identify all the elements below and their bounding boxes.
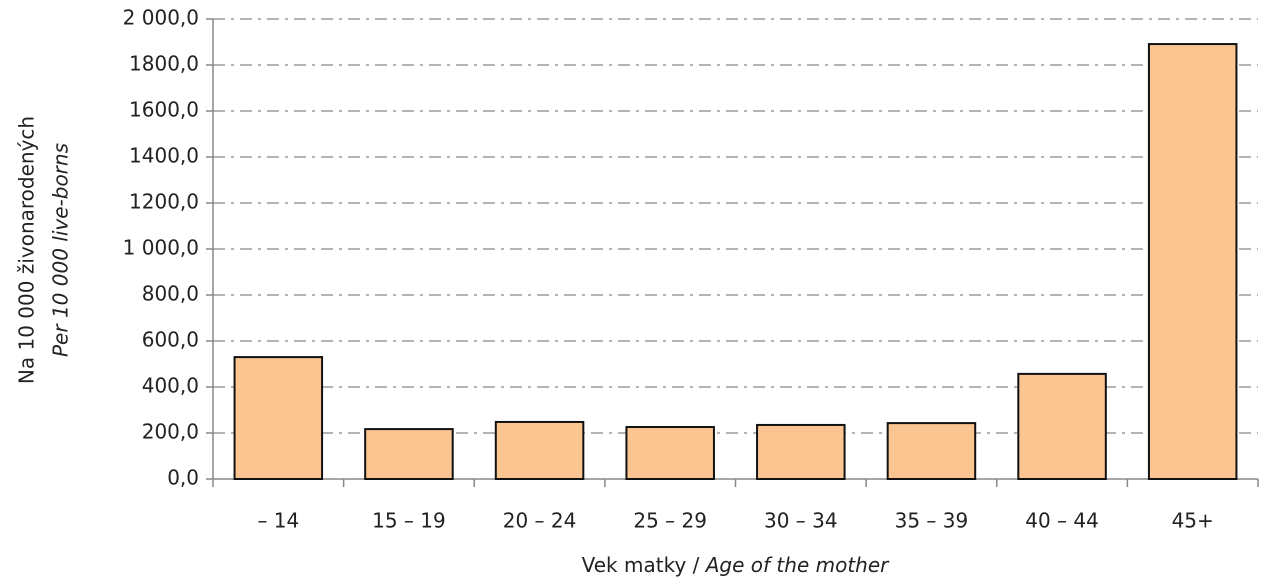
y-axis-label: Na 10 000 živonarodených xyxy=(15,116,39,384)
y-tick-label: 0,0 xyxy=(167,466,199,490)
bar xyxy=(625,426,715,480)
y-tick-label: 600,0 xyxy=(142,328,199,352)
y-tick-label: 800,0 xyxy=(142,282,199,306)
bar xyxy=(364,428,454,480)
bar xyxy=(494,420,585,480)
x-axis-label-en: Age of the mother xyxy=(704,553,890,577)
y-tick-label: 1200,0 xyxy=(129,190,199,214)
x-tick-label: 40 – 44 xyxy=(1025,509,1099,533)
x-axis-label-sk: Vek matky / xyxy=(582,553,700,577)
bar xyxy=(1017,372,1107,481)
x-tick-label: 20 – 24 xyxy=(503,509,577,533)
x-tick-label: 30 – 34 xyxy=(764,509,838,533)
x-tick-label: 35 – 39 xyxy=(895,509,969,533)
y-tick-label: 1400,0 xyxy=(129,144,199,168)
y-tick-label: 400,0 xyxy=(142,374,199,398)
x-tick-label: – 14 xyxy=(257,509,299,533)
x-tick-label: 45+ xyxy=(1172,509,1214,533)
x-tick-label: 25 – 29 xyxy=(633,509,707,533)
y-tick-label: 2 000,0 xyxy=(123,6,199,30)
y-tick-label: 1600,0 xyxy=(129,98,199,122)
x-tick-label: 15 – 19 xyxy=(372,509,446,533)
x-axis-label: Vek matky / Age of the mother xyxy=(582,553,891,577)
y-axis-label-en: Per 10 000 live-borns xyxy=(49,143,73,357)
y-tick-label: 1 000,0 xyxy=(123,236,199,260)
y-tick-label: 1800,0 xyxy=(129,52,199,76)
y-tick-label: 200,0 xyxy=(142,420,199,444)
bar xyxy=(756,423,846,481)
bar xyxy=(1147,43,1238,480)
bar xyxy=(886,422,977,480)
bar xyxy=(233,356,324,481)
